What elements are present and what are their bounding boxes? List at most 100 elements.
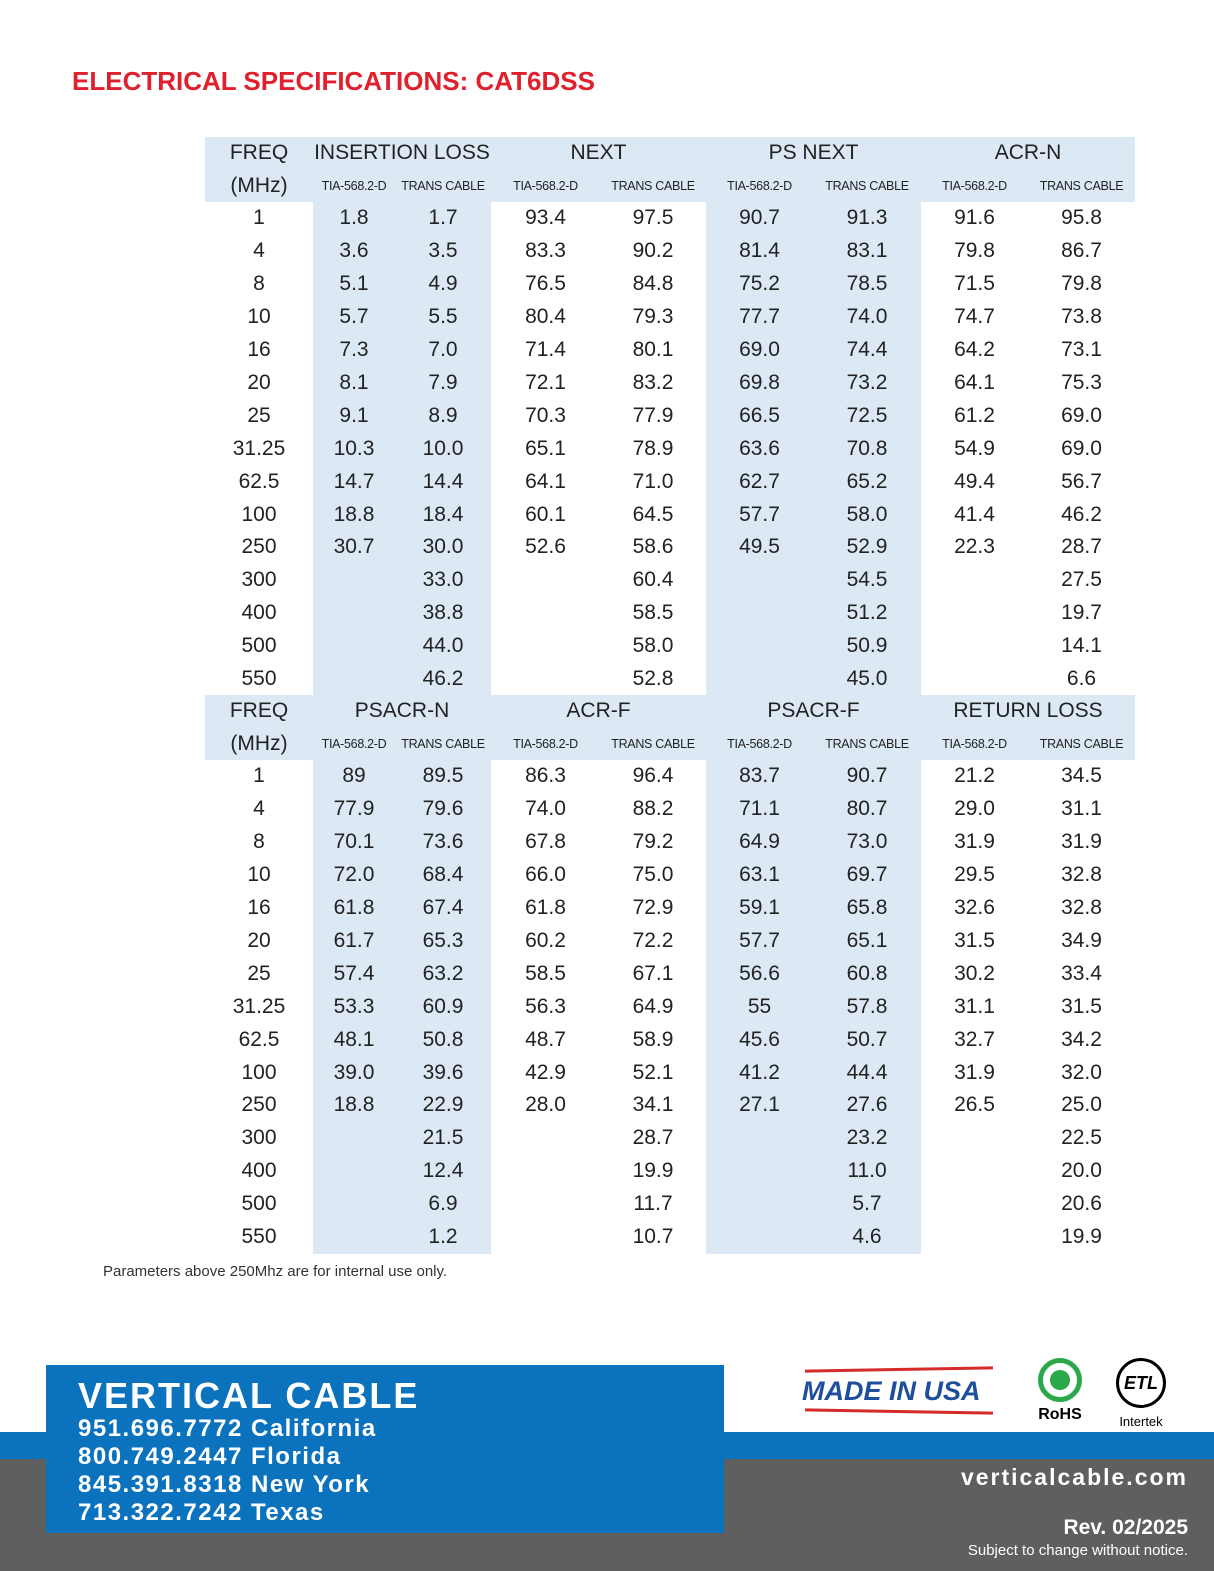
table-cell <box>491 1155 600 1188</box>
table-cell: 52.6 <box>525 535 566 559</box>
table-cell: 25.0 <box>1061 1093 1102 1117</box>
table-cell: 64.2 <box>954 338 995 362</box>
table-cell: 97.5 <box>632 206 674 230</box>
table-cell: 10.7 <box>632 1225 674 1249</box>
table-cell: 64.1 <box>525 469 566 493</box>
table-cell <box>491 1221 600 1254</box>
table-cell: 66.5 <box>739 403 780 427</box>
table-cell: 93.4 <box>525 206 566 230</box>
sub-header: TRANS CABLE <box>825 178 909 193</box>
table-cell: 44.0 <box>422 634 464 658</box>
table-cell: 58.6 <box>632 535 674 559</box>
table-cell: 25 <box>247 403 271 427</box>
table-cell: 34.2 <box>1061 1027 1102 1051</box>
table-cell: 31.9 <box>1061 830 1102 854</box>
column-shade <box>706 202 921 696</box>
table-cell: 66.0 <box>525 863 566 887</box>
table-cell: 3.6 <box>339 239 369 263</box>
group-header: PSACR-N <box>354 699 450 723</box>
table-cell: 14.4 <box>422 469 464 493</box>
table-cell: 29.0 <box>954 797 995 821</box>
sub-header: TIA-568.2-D <box>321 736 387 751</box>
table-cell: 4 <box>253 239 265 263</box>
table-cell: 77.9 <box>333 797 375 821</box>
table-cell: 49.4 <box>954 469 995 493</box>
table-cell: 100 <box>241 502 277 526</box>
table-cell: 75.3 <box>1061 370 1102 394</box>
sub-header: TIA-568.2-D <box>942 736 1007 751</box>
company: VERTICAL CABLE <box>78 1375 420 1416</box>
revision: Rev. 02/2025 <box>1063 1516 1188 1539</box>
table-cell: 62.5 <box>238 1027 280 1051</box>
table-cell: 26.5 <box>954 1093 995 1117</box>
table-cell: 71.5 <box>954 272 995 296</box>
table-cell: 61.8 <box>333 896 375 920</box>
table-cell: 58.5 <box>632 601 674 625</box>
table-cell: 67.1 <box>632 961 674 985</box>
table-cell: 1.2 <box>428 1225 458 1249</box>
table-cell: 51.2 <box>846 601 888 625</box>
table-cell <box>313 564 395 597</box>
table-cell <box>706 1188 813 1221</box>
table-cell: 71.1 <box>739 797 780 821</box>
table-cell <box>313 663 395 696</box>
table-cell: 33.4 <box>1061 961 1102 985</box>
table-cell: 67.4 <box>422 896 464 920</box>
table-cell: 27.1 <box>739 1093 780 1117</box>
table-cell: 52.9 <box>846 535 888 559</box>
table-cell: 14.7 <box>333 469 375 493</box>
table-cell: 88.2 <box>632 797 674 821</box>
table-cell: 31.5 <box>1061 994 1102 1018</box>
table-cell: 31.25 <box>232 994 286 1018</box>
table-cell: 5.5 <box>428 305 458 329</box>
table-cell <box>706 1155 813 1188</box>
table-cell: 69.0 <box>1061 403 1102 427</box>
table-cell: 32.6 <box>954 896 995 920</box>
table-cell: 31.1 <box>954 994 995 1018</box>
table-cell: 74.0 <box>846 305 888 329</box>
table-cell: 7.3 <box>339 338 369 362</box>
table-cell: 1.8 <box>339 206 369 230</box>
table-cell: 95.8 <box>1061 206 1102 230</box>
table-cell: 86.3 <box>525 764 566 788</box>
table-cell: 16 <box>247 896 271 920</box>
table-cell <box>921 1122 1028 1155</box>
table-cell: 20.6 <box>1061 1192 1102 1216</box>
table-cell: 14.1 <box>1061 634 1102 658</box>
table-cell: 73.6 <box>422 830 464 854</box>
table-cell: 80.4 <box>525 305 566 329</box>
table-cell: 74.0 <box>525 797 566 821</box>
table-cell: 18.4 <box>422 502 464 526</box>
table-cell: 19.9 <box>632 1159 674 1183</box>
table-cell: 50.8 <box>422 1027 464 1051</box>
table-cell <box>706 564 813 597</box>
table-cell: 500 <box>241 634 277 658</box>
table-cell: 32.8 <box>1061 896 1102 920</box>
table-cell: 50.9 <box>846 634 888 658</box>
table-cell: 29.5 <box>954 863 995 887</box>
table-cell: 46.2 <box>422 667 464 691</box>
table-cell: 400 <box>241 601 277 625</box>
note: Parameters above 250Mhz are for internal… <box>103 1263 448 1280</box>
table-cell: 300 <box>241 568 277 592</box>
table-cell: 63.1 <box>739 863 780 887</box>
table-cell: 55 <box>747 994 772 1018</box>
table-cell: 41.2 <box>739 1060 780 1084</box>
table-cell: 71.0 <box>632 469 674 493</box>
table-cell: 72.5 <box>846 403 888 427</box>
table-cell: 16 <box>247 338 271 362</box>
table-cell <box>313 1122 395 1155</box>
table-cell <box>706 663 813 696</box>
table-cell: 5.7 <box>852 1192 882 1216</box>
table-cell: 70.1 <box>333 830 375 854</box>
table-cell: 32.8 <box>1061 863 1102 887</box>
table-cell: 300 <box>241 1126 277 1150</box>
table-cell: 50.7 <box>846 1027 888 1051</box>
table-cell: 550 <box>241 667 277 691</box>
table-cell: 74.4 <box>846 338 888 362</box>
sub-header: TIA-568.2-D <box>942 178 1007 193</box>
rohs-badge: RoHS <box>1032 1358 1088 1432</box>
table-cell: 400 <box>241 1159 277 1183</box>
table-cell: 20.0 <box>1061 1159 1102 1183</box>
table-cell <box>313 630 395 663</box>
